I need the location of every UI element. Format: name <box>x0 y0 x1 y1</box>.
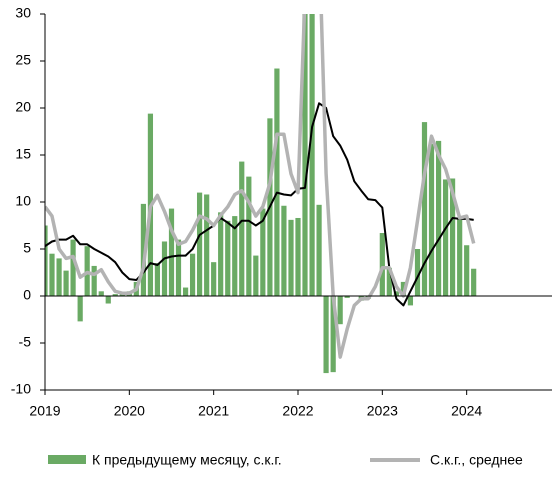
bar <box>140 203 147 296</box>
bar <box>274 68 280 297</box>
bar <box>225 220 231 296</box>
y-tick-label: 20 <box>15 99 31 115</box>
bar <box>457 217 463 296</box>
legend-label: С.к.г., среднее <box>430 452 523 468</box>
bar <box>260 208 266 296</box>
bar <box>344 296 350 298</box>
bar <box>175 239 182 296</box>
bar <box>211 262 217 296</box>
y-tick-label: 15 <box>15 146 31 162</box>
x-tick-label: 2024 <box>451 403 482 419</box>
line <box>45 14 476 359</box>
x-tick-label: 2022 <box>282 403 313 419</box>
y-tick-label: -10 <box>11 381 31 397</box>
bar <box>379 233 385 296</box>
legend-label: К предыдущему месяцу, с.к.г. <box>92 452 282 468</box>
y-tick-label: -5 <box>19 334 32 350</box>
bar <box>161 241 168 296</box>
bar <box>407 296 414 306</box>
bar <box>428 143 435 296</box>
bar <box>281 205 287 296</box>
bar <box>288 219 294 296</box>
bar <box>295 217 301 296</box>
bar <box>337 296 343 325</box>
bar <box>309 14 315 296</box>
bar <box>239 161 245 296</box>
bar <box>302 14 308 296</box>
bar <box>49 253 55 296</box>
bar <box>105 296 111 304</box>
bar <box>189 253 196 296</box>
bar <box>204 194 210 296</box>
line <box>45 102 474 307</box>
bar <box>70 239 76 296</box>
bar <box>154 263 161 296</box>
plot-area <box>45 14 477 374</box>
y-tick-label: 10 <box>15 193 31 209</box>
bar <box>98 291 104 296</box>
bar <box>112 294 118 296</box>
x-tick-label: 2019 <box>29 403 60 419</box>
bar <box>246 176 252 296</box>
bar <box>63 270 69 296</box>
bar <box>414 249 421 296</box>
bar <box>232 216 238 296</box>
x-tick-label: 2020 <box>114 403 145 419</box>
y-tick-label: 30 <box>15 5 31 21</box>
y-tick-label: 5 <box>23 240 31 256</box>
bar <box>330 296 336 373</box>
bar <box>393 291 400 296</box>
legend-swatch <box>48 455 86 464</box>
bar <box>45 225 48 296</box>
bar <box>77 296 83 322</box>
bar <box>56 258 62 296</box>
bar <box>471 268 477 296</box>
bar <box>182 287 189 296</box>
bar <box>386 267 392 296</box>
bar <box>316 204 322 296</box>
x-tick-label: 2021 <box>198 403 229 419</box>
x-tick-label: 2023 <box>367 403 398 419</box>
bar <box>323 296 329 374</box>
bar <box>435 140 442 296</box>
bar <box>196 192 203 296</box>
bar <box>464 245 470 296</box>
y-tick-label: 0 <box>23 287 31 303</box>
bar <box>91 265 97 296</box>
bar <box>168 208 175 296</box>
bar <box>449 178 456 296</box>
bar <box>421 122 428 296</box>
bar <box>218 212 224 296</box>
y-tick-label: 25 <box>15 52 31 68</box>
bar <box>442 179 449 296</box>
bar <box>253 255 259 296</box>
